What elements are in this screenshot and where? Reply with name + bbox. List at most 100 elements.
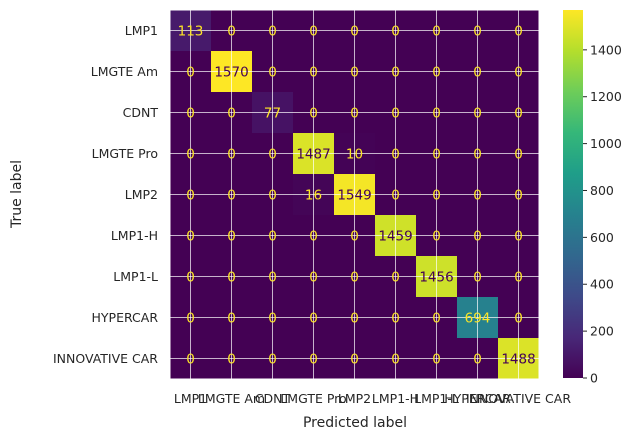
y-tick-label: LMGTE Pro xyxy=(92,146,158,161)
cell-value-label: 0 xyxy=(473,352,482,368)
cell-value-label: 0 xyxy=(309,229,318,245)
cell-labels: 113 0 0 0 0 0 0 0 0 0 1570 0 0 0 0 0 0 0 0 0 77 0 0 0 0 0 0 0 0 0 1487… xyxy=(178,24,536,368)
cell-value-label: 0 xyxy=(391,270,400,286)
cell-value-label: 0 xyxy=(473,24,482,40)
cell-value-label: 0 xyxy=(186,65,195,81)
cell-value-label: 0 xyxy=(309,270,318,286)
cell-value-label: 0 xyxy=(186,270,195,286)
cell-value-label: 0 xyxy=(432,352,441,368)
cell-value-label: 0 xyxy=(186,352,195,368)
y-tick-label: LMGTE Am xyxy=(91,64,158,79)
cell-value-label: 0 xyxy=(186,311,195,327)
cell-value-label: 1570 xyxy=(214,65,248,81)
cell-value-label: 0 xyxy=(227,270,236,286)
cell-value-label: 0 xyxy=(268,147,277,163)
cell-value-label: 0 xyxy=(514,65,523,81)
cell-value-label: 0 xyxy=(514,106,523,122)
cell-value-label: 0 xyxy=(473,147,482,163)
cell-value-label: 0 xyxy=(227,188,236,204)
cell-value-label: 0 xyxy=(432,106,441,122)
cell-value-label: 16 xyxy=(305,188,322,204)
x-tick-label: LMGTE Am xyxy=(198,391,265,406)
cell-value-label: 1459 xyxy=(378,229,412,245)
cell-value-label: 0 xyxy=(391,106,400,122)
cell-value-label: 0 xyxy=(268,270,277,286)
cell-value-label: 0 xyxy=(350,65,359,81)
cell-value-label: 0 xyxy=(432,65,441,81)
cell-value-label: 0 xyxy=(432,311,441,327)
cell-value-label: 0 xyxy=(473,106,482,122)
cell-value-label: 0 xyxy=(473,229,482,245)
cell-value-label: 0 xyxy=(268,188,277,204)
cell-value-label: 0 xyxy=(268,65,277,81)
x-tick-label: LMP1-L xyxy=(414,391,459,406)
colorbar: 0 200 400 600 800 1000 1200 1400 xyxy=(563,10,622,386)
cell-value-label: 694 xyxy=(465,311,491,327)
cell-value-label: 0 xyxy=(391,147,400,163)
cell-value-label: 0 xyxy=(473,65,482,81)
cell-value-label: 0 xyxy=(309,24,318,40)
cell-value-label: 0 xyxy=(432,229,441,245)
y-tick-label: CDNT xyxy=(123,105,159,120)
x-tick-label: LMP1 xyxy=(174,391,207,406)
cell-value-label: 0 xyxy=(350,311,359,327)
colorbar-tick-label: 1200 xyxy=(590,89,622,104)
cell-value-label: 10 xyxy=(346,147,363,163)
cell-value-label: 0 xyxy=(227,229,236,245)
colorbar-tick-label: 400 xyxy=(590,277,614,292)
cell-value-label: 0 xyxy=(391,188,400,204)
gridlines xyxy=(169,9,540,380)
cell-value-label: 0 xyxy=(432,188,441,204)
cell-value-label: 0 xyxy=(227,352,236,368)
cell-value-label: 113 xyxy=(178,24,204,40)
cell-value-label: 0 xyxy=(432,24,441,40)
cell-value-label: 0 xyxy=(514,311,523,327)
cell-value-label: 0 xyxy=(350,106,359,122)
colorbar-tick-label: 800 xyxy=(590,183,614,198)
cell-value-label: 0 xyxy=(186,188,195,204)
cell-value-label: 1487 xyxy=(296,147,330,163)
cell-value-label: 0 xyxy=(514,270,523,286)
cell-value-label: 0 xyxy=(227,24,236,40)
y-tick-label: LMP1-H xyxy=(111,228,158,243)
cell-value-label: 0 xyxy=(309,352,318,368)
cell-value-label: 0 xyxy=(309,106,318,122)
colorbar-ticks: 0 200 400 600 800 1000 1200 1400 xyxy=(583,42,622,386)
x-tick-label: INNOVATIVE CAR xyxy=(466,391,571,406)
cell-value-label: 0 xyxy=(391,65,400,81)
cell-value-label: 0 xyxy=(227,311,236,327)
colorbar-tick-label: 0 xyxy=(590,371,598,386)
colorbar-tick-label: 1400 xyxy=(590,42,622,57)
cell-value-label: 0 xyxy=(473,188,482,204)
cell-value-label: 0 xyxy=(514,24,523,40)
x-tick-label: LMGTE Pro xyxy=(280,391,346,406)
cell-value-label: 0 xyxy=(514,188,523,204)
colorbar-tick-label: 600 xyxy=(590,230,614,245)
cell-value-label: 0 xyxy=(309,311,318,327)
colorbar-gradient xyxy=(563,10,583,378)
cell-value-label: 0 xyxy=(268,352,277,368)
cell-value-label: 0 xyxy=(186,147,195,163)
y-axis-title: True label xyxy=(9,160,25,229)
y-tick-labels: LMP1 LMGTE Am CDNT LMGTE Pro LMP2 LMP1-H LMP1-… xyxy=(53,23,158,366)
x-tick-label: LMP1-H xyxy=(372,391,419,406)
cell-value-label: 1549 xyxy=(337,188,371,204)
cell-value-label: 0 xyxy=(391,352,400,368)
cell-value-label: 0 xyxy=(186,229,195,245)
x-axis-title: Predicted label xyxy=(303,415,407,431)
cell-value-label: 0 xyxy=(391,24,400,40)
colorbar-tick-label: 1000 xyxy=(590,136,622,151)
cell-value-label: 0 xyxy=(473,270,482,286)
plot-frame xyxy=(169,9,540,380)
cell-value-label: 0 xyxy=(268,24,277,40)
cell-value-label: 0 xyxy=(227,106,236,122)
cell-value-label: 1488 xyxy=(501,352,535,368)
cell-value-label: 0 xyxy=(227,147,236,163)
x-tick-label: HYPERCAR xyxy=(444,391,511,406)
cell-value-label: 0 xyxy=(350,229,359,245)
cell-value-label: 0 xyxy=(514,229,523,245)
cell-value-label: 0 xyxy=(350,24,359,40)
cell-value-label: 0 xyxy=(350,352,359,368)
